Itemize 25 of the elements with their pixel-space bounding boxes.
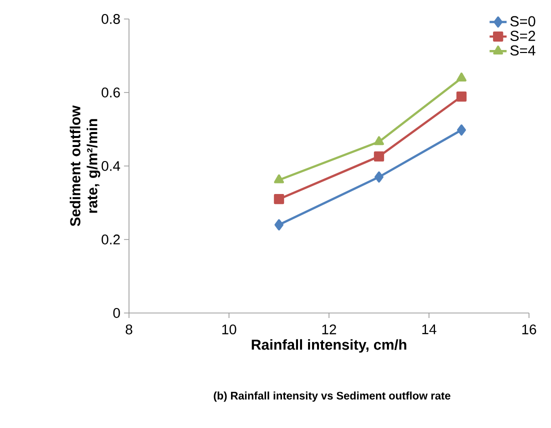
y-tick-label: 0.8: [102, 14, 120, 24]
point: [274, 219, 284, 230]
text: (b) Rainfall intensity vs Sediment outflow rate: [214, 392, 450, 402]
x-tick-label: 14: [422, 324, 436, 334]
y-axis-title: Sediment outflow rate, g/m²/min: [70, 105, 100, 226]
x-tick-label: 8: [126, 324, 132, 334]
point: [457, 124, 466, 136]
legend-label: S=4: [510, 45, 536, 56]
legend-label: S=2: [510, 30, 536, 41]
point: [274, 174, 284, 184]
y-tick-label: 0: [113, 308, 120, 318]
x-tick-label: 12: [322, 324, 336, 334]
x-tick-label: 10: [222, 324, 236, 334]
y-tick-label: 0.4: [102, 161, 120, 171]
point: [374, 171, 384, 183]
y-tick-label: 0.6: [102, 88, 120, 98]
x-tick-label: 16: [522, 324, 536, 334]
x-axis-title: Rainfall intensity, cm/h: [252, 339, 406, 353]
legend-label: S=0: [510, 16, 536, 26]
point: [374, 136, 384, 146]
point: [374, 151, 384, 162]
y-tick-label: 0.2: [102, 234, 120, 244]
point: [456, 91, 467, 102]
point: [456, 72, 466, 82]
point: [274, 194, 284, 204]
